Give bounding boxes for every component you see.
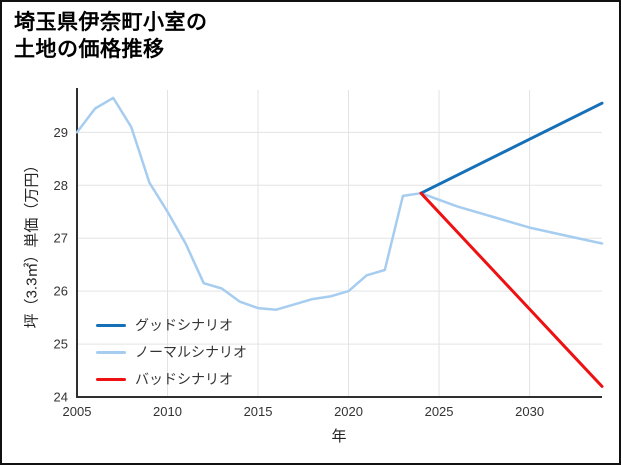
- legend-label: ノーマルシナリオ: [135, 344, 247, 360]
- x-tick-label: 2015: [244, 404, 273, 419]
- y-tick-label: 26: [54, 284, 68, 299]
- legend: グッドシナリオ ノーマルシナリオ バッドシナリオ: [96, 316, 247, 388]
- x-tick-label: 2005: [63, 404, 92, 419]
- x-axis-title: 年: [331, 428, 347, 445]
- y-tick-label: 24: [54, 390, 68, 405]
- legend-swatch: [96, 350, 126, 354]
- chart-title-line2: 土地の価格推移: [14, 38, 165, 62]
- legend-item[interactable]: バッドシナリオ: [96, 370, 247, 388]
- legend-swatch: [96, 323, 126, 327]
- y-tick-label: 29: [54, 125, 68, 140]
- chart-title-line1: 埼玉県伊奈町小室の: [14, 11, 208, 34]
- chart-title: 埼玉県伊奈町小室の 土地の価格推移: [14, 9, 208, 64]
- series-line: [75, 96, 604, 311]
- y-tick-label: 25: [54, 337, 68, 352]
- y-tick-label: 27: [54, 231, 68, 246]
- legend-item[interactable]: ノーマルシナリオ: [96, 343, 247, 361]
- legend-label: バッドシナリオ: [135, 371, 233, 387]
- legend-label: グッドシナリオ: [135, 317, 233, 333]
- x-tick-label: 2025: [425, 404, 454, 419]
- legend-swatch: [96, 377, 126, 381]
- x-tick-label: 2030: [515, 404, 544, 419]
- legend-item[interactable]: グッドシナリオ: [96, 316, 247, 334]
- series-line: [419, 191, 604, 388]
- x-tick-label: 2010: [153, 404, 182, 419]
- y-axis-title: 坪（3.3㎡）単価（万円）: [23, 157, 41, 329]
- series-line: [419, 101, 604, 195]
- x-tick-label: 2020: [334, 404, 363, 419]
- y-tick-label: 28: [54, 178, 68, 193]
